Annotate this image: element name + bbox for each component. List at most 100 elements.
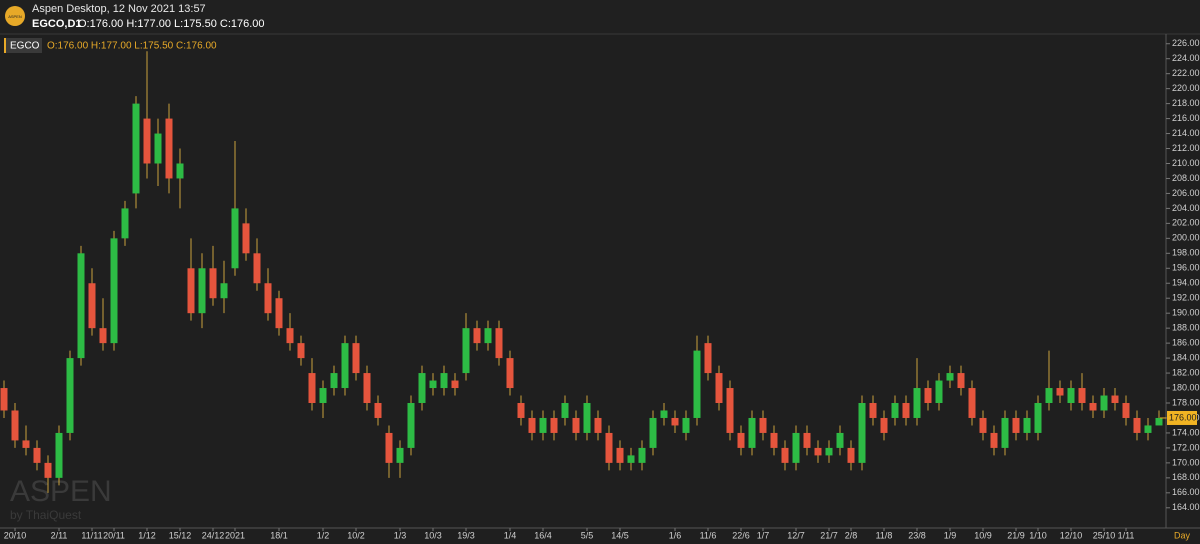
candle-body	[143, 118, 151, 164]
y-tick-label: 190.00	[1172, 308, 1200, 318]
candle-body	[1012, 417, 1020, 433]
candle-body	[55, 432, 63, 478]
candle-body	[374, 403, 382, 418]
y-tick-label: 166.00	[1172, 487, 1200, 497]
x-tick-label: 15/12	[169, 530, 192, 540]
candle-body	[671, 417, 679, 426]
candle-body	[0, 388, 8, 411]
candle-body	[495, 328, 503, 359]
candle-body	[957, 373, 965, 389]
x-tick-label: 1/7	[757, 530, 770, 540]
x-tick-label: 2/8	[845, 530, 858, 540]
candle-body	[616, 447, 624, 463]
x-tick-label: 1/3	[394, 530, 407, 540]
app-title: Aspen Desktop, 12 Nov 2021 13:57	[32, 3, 206, 15]
y-tick-label: 218.00	[1172, 98, 1200, 108]
candle-body	[176, 163, 184, 179]
candle-body	[484, 328, 492, 344]
y-tick-label: 198.00	[1172, 248, 1200, 258]
candle-body	[44, 462, 52, 478]
candle-body	[1144, 425, 1152, 433]
x-tick-label: 14/5	[611, 530, 629, 540]
x-tick-label: 25/10	[1093, 530, 1116, 540]
x-tick-label: 23/8	[908, 530, 926, 540]
candle-body	[550, 417, 558, 433]
candle-body	[1122, 403, 1130, 418]
x-tick-label: 1/9	[944, 530, 957, 540]
x-tick-label: 12/10	[1060, 530, 1083, 540]
y-tick-label: 180.00	[1172, 382, 1200, 392]
candle-body	[748, 417, 756, 448]
x-tick-label: 1/12	[138, 530, 156, 540]
candle-body	[561, 403, 569, 418]
x-tick-label: 20/11	[103, 530, 125, 540]
candle-body	[858, 403, 866, 463]
candle-body	[308, 373, 316, 404]
x-tick-label: 19/3	[457, 530, 475, 540]
candle-body	[704, 343, 712, 374]
x-tick-label: 24/12	[202, 530, 225, 540]
candle-body	[891, 403, 899, 418]
y-tick-label: 192.00	[1172, 293, 1200, 303]
logo	[5, 6, 25, 26]
candle-body	[1100, 395, 1108, 411]
candle-body	[880, 417, 888, 433]
x-tick-label: 2021	[225, 530, 245, 540]
y-tick-label: 184.00	[1172, 352, 1200, 362]
candle-body	[220, 283, 228, 299]
candle-body	[165, 118, 173, 179]
candle-body	[572, 417, 580, 433]
candle-body	[528, 417, 536, 433]
candle-body	[121, 208, 129, 239]
candle-body	[22, 440, 30, 448]
candle-body	[814, 447, 822, 456]
candle-body	[902, 403, 910, 418]
y-tick-label: 178.00	[1172, 397, 1200, 407]
x-tick-label: 22/6	[732, 530, 750, 540]
period-label: Day	[1174, 530, 1191, 540]
y-tick-label: 172.00	[1172, 442, 1200, 452]
candle-body	[286, 328, 294, 344]
candle-body	[319, 388, 327, 404]
x-tick-label: 11/8	[876, 530, 893, 540]
candle-body	[627, 455, 635, 463]
x-tick-label: 10/2	[347, 530, 365, 540]
candle-body	[275, 298, 283, 329]
candle-body	[363, 373, 371, 404]
candle-body	[66, 358, 74, 433]
candle-body	[132, 103, 140, 194]
candle-body	[583, 403, 591, 433]
last-price-box	[1167, 410, 1197, 425]
candle-body	[418, 373, 426, 404]
candle-body	[847, 447, 855, 463]
x-tick-label: 5/5	[581, 530, 594, 540]
candle-body	[605, 432, 613, 463]
candle-body	[726, 388, 734, 433]
candle-body	[187, 268, 195, 314]
y-tick-label: 208.00	[1172, 173, 1200, 183]
legend-ohlc: O:176.00 H:177.00 L:175.50 C:176.00	[47, 41, 217, 52]
candle-body	[385, 432, 393, 463]
logo-text: ASPEN	[8, 14, 22, 19]
y-tick-label: 214.00	[1172, 128, 1200, 138]
candle-body	[242, 223, 250, 254]
y-tick-label: 164.00	[1172, 502, 1200, 512]
candle-body	[1056, 388, 1064, 396]
y-tick-label: 168.00	[1172, 472, 1200, 482]
candle-body	[396, 447, 404, 463]
y-tick-label: 186.00	[1172, 337, 1200, 347]
candle-body	[330, 373, 338, 389]
x-tick-label: 1/2	[317, 530, 330, 540]
y-tick-label: 170.00	[1172, 457, 1200, 467]
x-tick-label: 10/3	[424, 530, 442, 540]
x-tick-label: 1/10	[1029, 530, 1047, 540]
candle-body	[451, 380, 459, 389]
watermark-sub: by ThaiQuest	[10, 508, 82, 522]
candle-body	[836, 432, 844, 448]
candle-body	[473, 328, 481, 344]
candle-body	[913, 388, 921, 418]
candle-body	[264, 283, 272, 314]
candle-body	[869, 403, 877, 418]
candle-body	[341, 343, 349, 389]
